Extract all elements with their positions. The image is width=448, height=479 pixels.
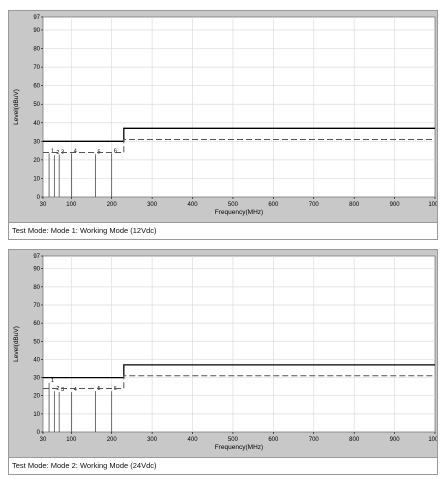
y-tick-label: 97 [33,254,40,260]
x-tick-label: 200 [107,202,118,208]
y-tick-label: 20 [33,158,40,164]
x-tick-label: 700 [309,437,320,443]
x-axis-title: Frequency(MHz) [215,444,263,451]
limit-line-dashed [43,375,435,389]
marker-label: 2 [56,386,59,392]
x-tick-label: 900 [390,437,401,443]
x-tick-label: 100 [66,202,77,208]
y-tick-label: 80 [33,285,40,291]
x-tick-label: 300 [147,437,158,443]
y-tick-label: 50 [33,102,40,108]
x-tick-label: 400 [188,437,199,443]
marker-label: 6 [114,386,117,392]
marker-label: 2 [56,150,59,156]
x-tick-label: 700 [309,202,320,208]
y-tick-label: 60 [33,84,40,90]
x-tick-label: 500 [228,202,239,208]
y-tick-label: 10 [33,176,40,182]
plot-area [42,16,436,198]
y-axis-title: Level(dBuV) [13,326,20,362]
marker-label: 4 [74,148,77,154]
x-tick-label: 30 [40,202,47,208]
x-tick-label: 30 [40,437,47,443]
x-tick-label: 900 [390,202,401,208]
limit-line-solid [43,364,435,379]
marker-label: 5 [98,386,101,392]
marker-label: 4 [74,387,77,393]
y-tick-label: 80 [33,47,40,53]
x-tick-label: 400 [188,202,199,208]
plot-area [42,255,436,433]
y-tick-label: 20 [33,394,40,400]
y-tick-label: 60 [33,321,40,327]
x-tick-label: 800 [349,437,360,443]
x-tick-label: 500 [228,437,239,443]
y-tick-label: 70 [33,303,40,309]
x-axis-title: Frequency(MHz) [215,209,263,216]
y-tick-label: 40 [33,121,40,127]
y-tick-label: 40 [33,357,40,363]
marker-label: 3 [61,387,64,393]
marker-label: 1 [51,148,54,154]
x-tick-label: 200 [107,437,118,443]
y-tick-label: 70 [33,65,40,71]
test-mode-caption: Test Mode: Mode 2: Working Mode (24Vdc) [9,457,437,474]
y-tick-label: 90 [33,28,40,34]
test-mode-caption: Test Mode: Mode 1: Working Mode (12Vdc) [9,222,437,239]
x-tick-label: 600 [268,202,279,208]
x-tick-label: 300 [147,202,158,208]
y-tick-label: 50 [33,339,40,345]
y-tick-label: 0 [37,430,41,436]
y-tick-label: 97 [33,15,40,21]
y-tick-label: 10 [33,412,40,418]
marker-label: 6 [114,148,117,154]
limit-line-solid [43,127,435,142]
x-tick-label: 600 [268,437,279,443]
y-axis-title: Level(dBuV) [13,89,20,125]
y-tick-label: 30 [33,139,40,145]
marker-label: 1 [51,378,54,384]
x-tick-label: 800 [349,202,360,208]
y-tick-label: 90 [33,267,40,273]
limit-line-dashed [43,139,435,153]
x-tick-label: 100 [66,437,77,443]
y-tick-label: 0 [37,195,41,201]
y-tick-label: 30 [33,376,40,382]
